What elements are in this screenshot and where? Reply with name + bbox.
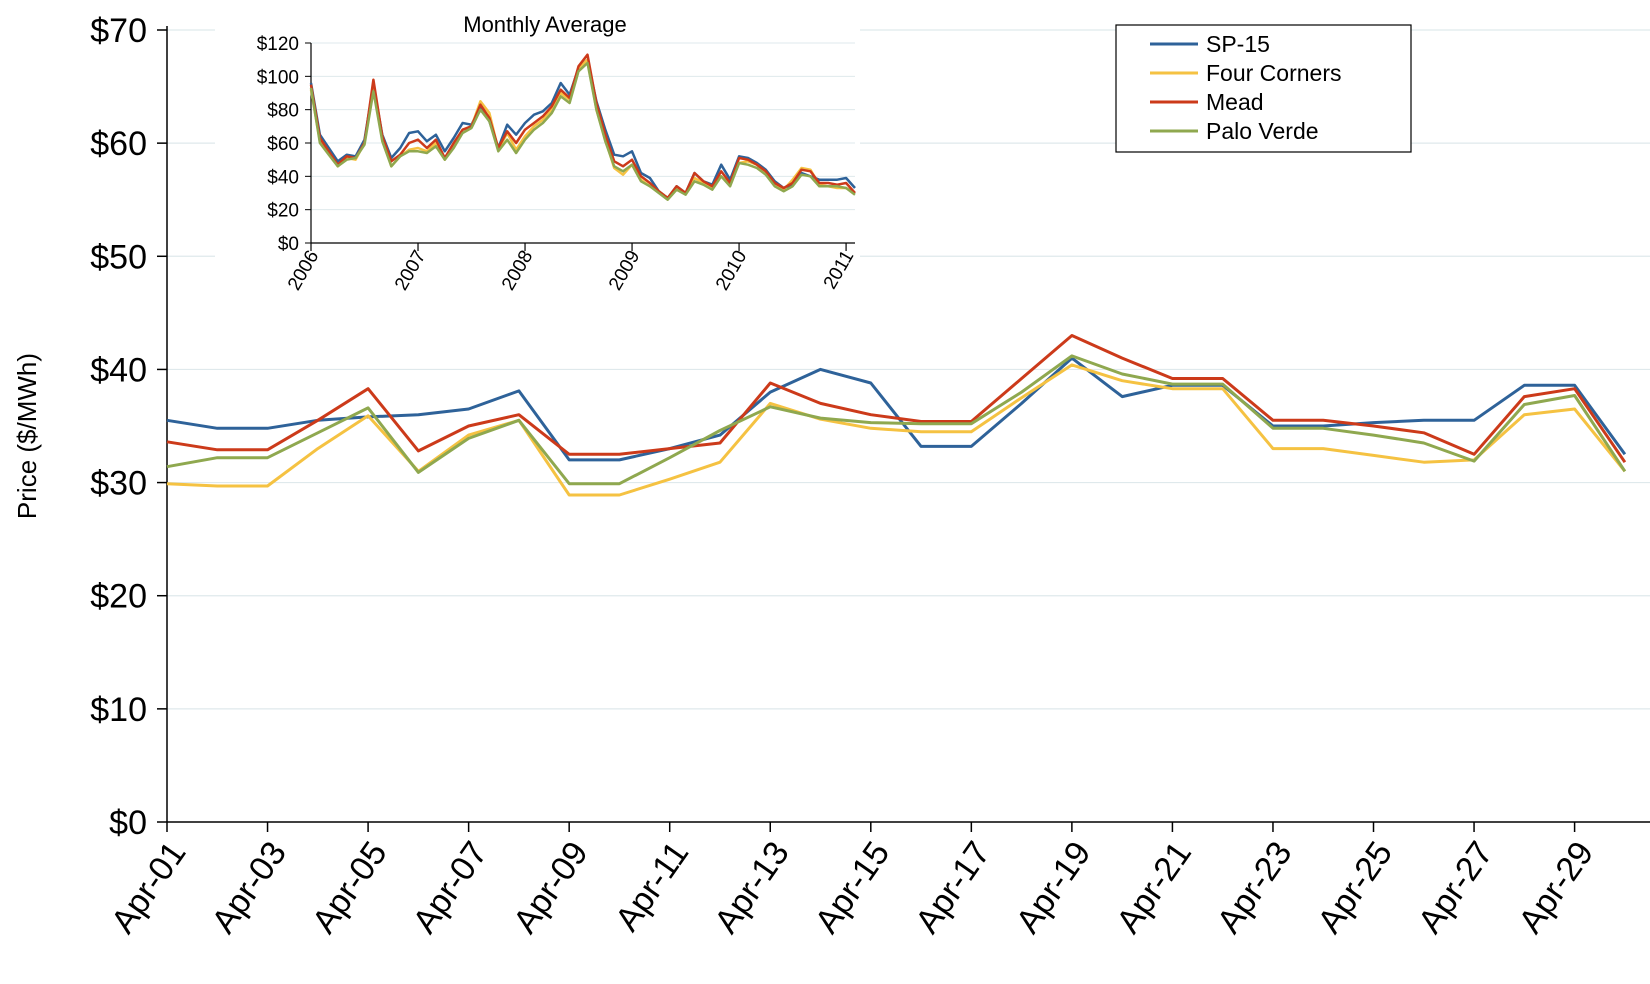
inset-title: Monthly Average	[463, 12, 626, 37]
x-tick-label: Apr-11	[608, 835, 696, 938]
y-tick-label: $50	[90, 238, 147, 276]
y-tick-label: $40	[90, 351, 147, 389]
legend-label: Palo Verde	[1206, 118, 1319, 144]
inset-y-tick-label: $40	[267, 167, 299, 188]
inset-series-line-mead	[309, 53, 856, 200]
x-tick-label: Apr-25	[1310, 835, 1400, 940]
x-tick-label: Apr-21	[1109, 835, 1199, 940]
inset-y-tick-label: $80	[267, 101, 299, 122]
series-line-mead	[166, 334, 1627, 464]
y-tick-label: $70	[90, 12, 147, 50]
y-tick-label: $0	[109, 804, 147, 842]
y-tick-label: $10	[90, 691, 147, 729]
y-tick-label: $30	[90, 465, 147, 503]
inset-y-tick-label: $120	[257, 34, 299, 55]
x-tick-label: Apr-03	[204, 835, 294, 940]
x-tick-label: Apr-27	[1411, 835, 1501, 940]
x-tick-label: Apr-15	[808, 835, 898, 940]
x-tick-label: Apr-01	[104, 835, 194, 940]
x-tick-label: Apr-19	[1009, 835, 1099, 940]
inset-y-tick-label: $20	[267, 201, 299, 222]
y-tick-label: $20	[90, 578, 147, 616]
x-tick-label: Apr-17	[908, 835, 998, 940]
y-tick-label: $60	[90, 125, 147, 163]
y-axis-label: Price ($/MWh)	[12, 353, 42, 519]
inset-y-tick-label: $0	[278, 234, 299, 255]
inset-series-line-palo-verde	[309, 61, 856, 201]
x-tick-label: Apr-13	[707, 835, 797, 940]
legend-label: Mead	[1206, 89, 1264, 115]
legend-label: SP-15	[1206, 31, 1270, 57]
x-tick-label: Apr-09	[506, 835, 596, 940]
x-tick-label: Apr-07	[406, 835, 496, 940]
series-line-sp-15	[166, 356, 1627, 462]
legend-label: Four Corners	[1206, 60, 1341, 86]
x-tick-label: Apr-05	[305, 835, 395, 940]
x-tick-label: Apr-23	[1210, 835, 1300, 940]
series-line-palo-verde	[166, 354, 1627, 486]
inset-y-tick-label: $60	[267, 134, 299, 155]
legend: SP-15 Four Corners Mead Palo Verde	[1115, 24, 1412, 153]
x-tick-label: Apr-29	[1511, 835, 1601, 940]
inset-y-tick-label: $100	[257, 67, 299, 88]
main-lines	[166, 334, 1627, 497]
